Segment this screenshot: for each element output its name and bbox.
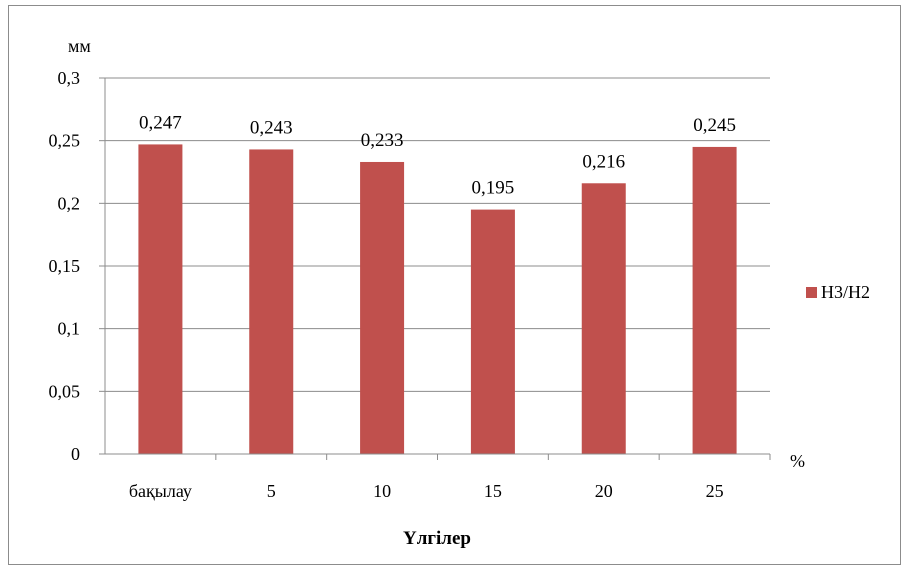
y-tick-label: 0,3: [58, 68, 81, 88]
y-tick-labels: 0 0,05 0,1 0,15 0,2 0,25 0,3: [49, 68, 81, 464]
gridlines: [105, 77, 770, 392]
bar: [692, 146, 737, 454]
y-tick-label: 0,05: [49, 381, 81, 401]
x-tick-label: 5: [267, 481, 276, 501]
bar: [470, 209, 515, 454]
bar: [581, 183, 626, 454]
x-tick-label: 25: [706, 481, 724, 501]
data-label: 0,243: [250, 117, 293, 138]
axes: [99, 77, 771, 460]
data-label: 0,245: [693, 115, 736, 136]
y-tick-label: 0,2: [58, 193, 81, 213]
x-tick-label: бақылау: [129, 481, 192, 501]
y-tick-label: 0,25: [49, 131, 81, 151]
data-label: 0,247: [139, 112, 182, 133]
bar: [138, 144, 183, 454]
legend-swatch: [806, 287, 817, 298]
bars: [138, 144, 737, 454]
y-tick-label: 0,15: [49, 256, 81, 276]
x-axis-unit-label: %: [790, 451, 805, 471]
bar: [249, 149, 294, 454]
data-label: 0,195: [472, 178, 515, 199]
x-tick-labels: бақылау 5 10 15 20 25: [129, 481, 724, 501]
x-tick-label: 10: [373, 481, 391, 501]
y-tick-label: 0: [71, 444, 80, 464]
data-label: 0,233: [361, 130, 404, 151]
x-tick-label: 20: [595, 481, 613, 501]
y-tick-label: 0,1: [58, 319, 81, 339]
x-tick-label: 15: [484, 481, 502, 501]
x-axis-title: Үлгілер: [403, 528, 471, 549]
bar: [360, 161, 405, 454]
y-axis-title: мм: [68, 36, 91, 56]
legend: H3/H2: [806, 282, 870, 302]
data-label: 0,216: [582, 151, 625, 172]
data-labels: 0,247 0,243 0,233 0,195 0,216 0,245: [139, 112, 736, 198]
legend-label: H3/H2: [821, 282, 870, 302]
